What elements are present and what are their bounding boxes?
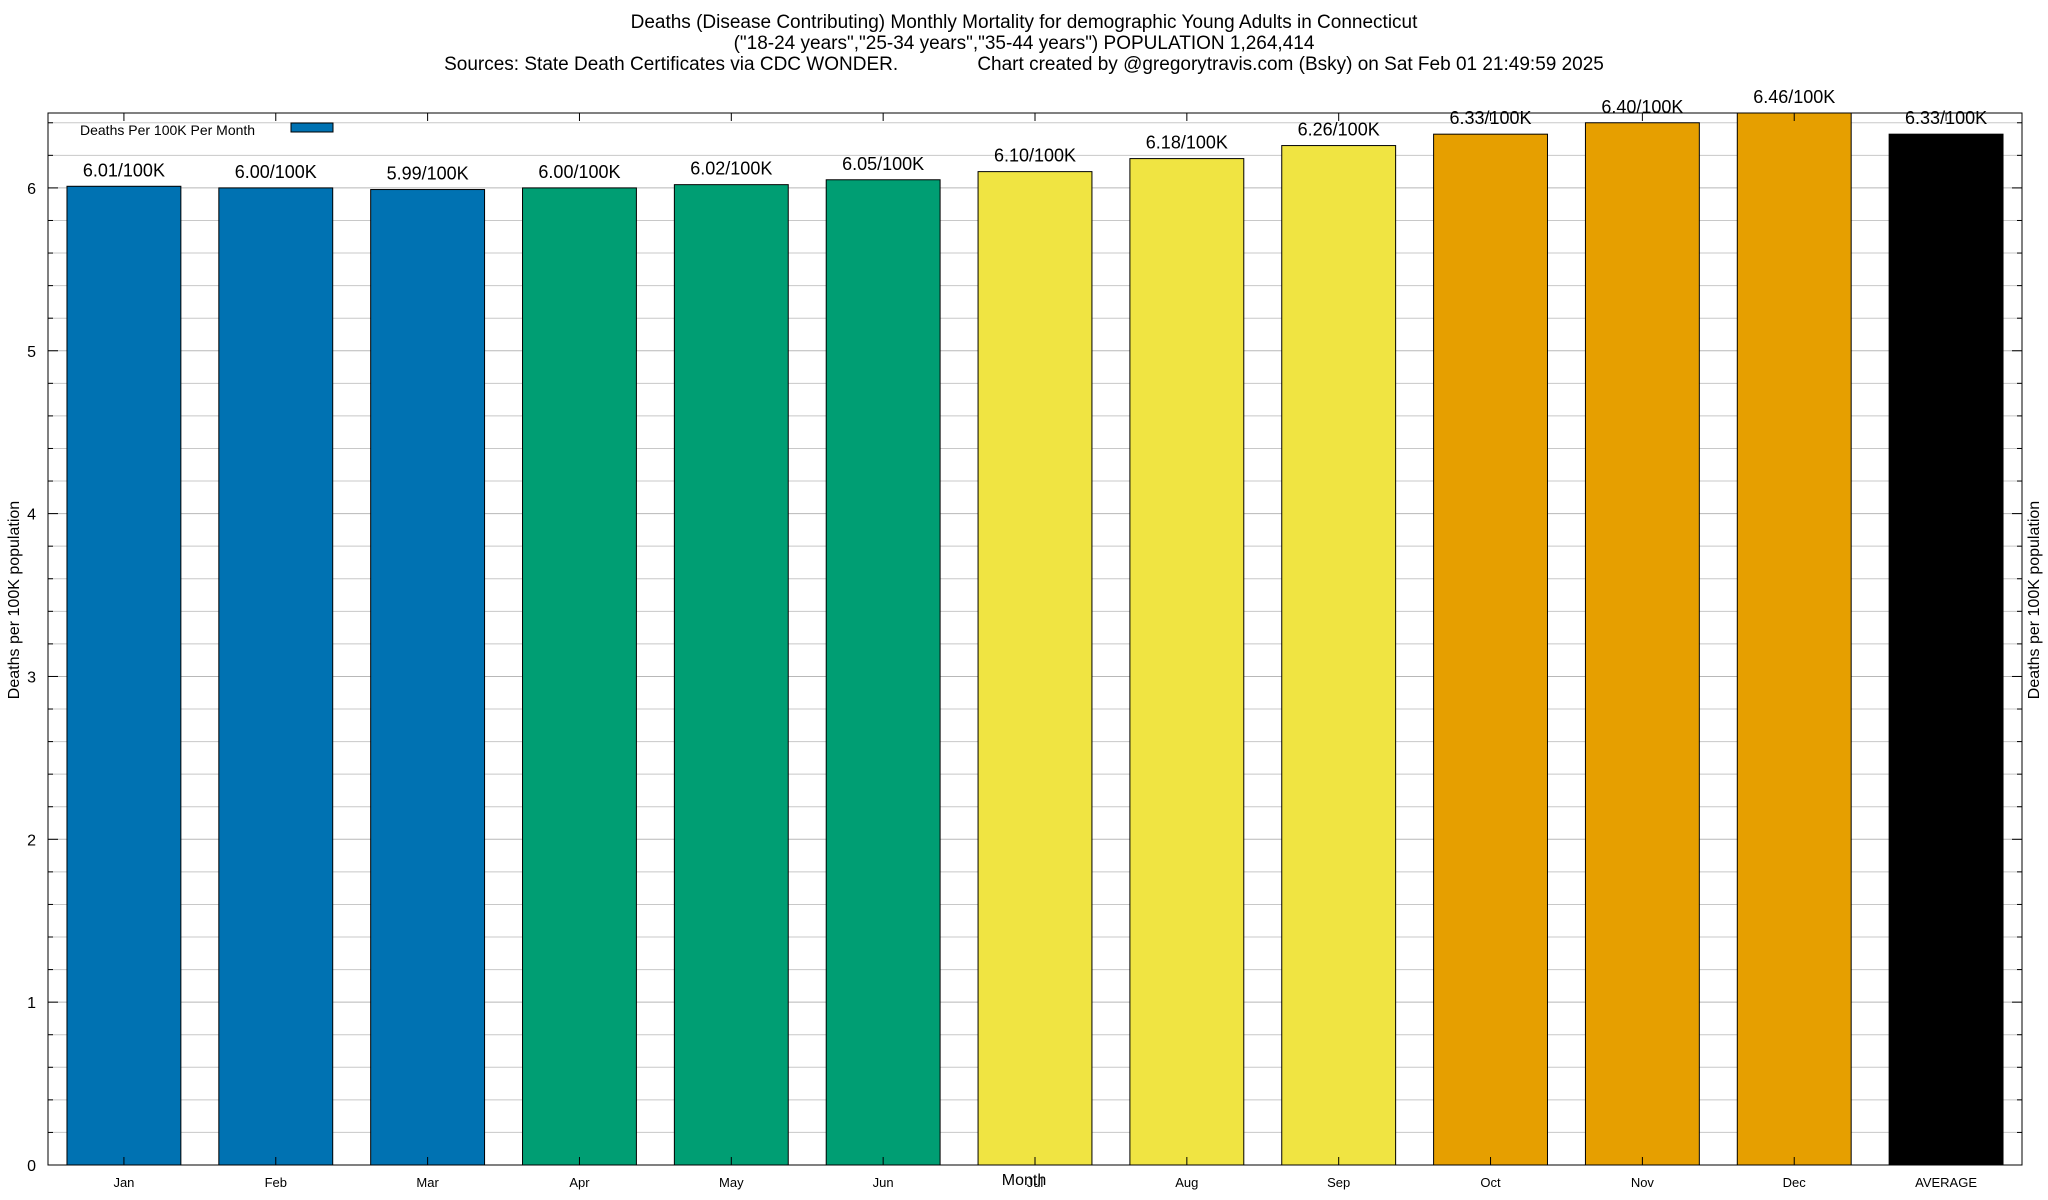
- bar: [1433, 133, 1548, 1166]
- x-tick-label: Dec: [1783, 1175, 1807, 1190]
- chart-title-block: Deaths (Disease Contributing) Monthly Mo…: [0, 12, 2048, 75]
- bar-data-label: 5.99/100K: [387, 164, 469, 184]
- y-tick-label: 6: [27, 181, 36, 198]
- bar-data-label: 6.33/100K: [1449, 108, 1531, 128]
- x-tick-label: Jun: [873, 1175, 894, 1190]
- x-tick-label: May: [719, 1175, 744, 1190]
- y-tick-label: 3: [27, 669, 36, 686]
- x-tick-label: Mar: [416, 1175, 439, 1190]
- bar: [1584, 122, 1700, 1166]
- bar-data-label: 6.18/100K: [1146, 133, 1228, 153]
- bar: [66, 185, 182, 1166]
- bar: [977, 171, 1093, 1166]
- chart-credit: Chart created by @gregorytravis.com (Bsk…: [977, 54, 1604, 75]
- bar-data-label: 6.33/100K: [1905, 108, 1987, 128]
- bar: [825, 179, 941, 1166]
- bar: [673, 184, 789, 1166]
- y-tick-label: 4: [27, 507, 36, 524]
- bar-data-label: 6.00/100K: [235, 162, 317, 182]
- bar: [1129, 158, 1245, 1166]
- y-tick-label: 5: [27, 344, 36, 361]
- legend-label: Deaths Per 100K Per Month: [80, 122, 255, 138]
- bar: [1281, 145, 1397, 1166]
- bar-data-label: 6.01/100K: [83, 160, 165, 180]
- x-axis-label: Month: [1001, 1172, 1047, 1189]
- bar-data-label: 6.05/100K: [842, 154, 924, 174]
- chart-subtitle: ("18-24 years","25-34 years","35-44 year…: [733, 33, 1315, 54]
- bar: [370, 189, 486, 1166]
- chart-source-line: Sources: State Death Certificates via CD…: [0, 54, 2048, 75]
- y-tick-label: 1: [27, 995, 36, 1012]
- y-axis-label-left: Deaths per 100K population: [0, 0, 30, 1200]
- bar: [1736, 112, 1852, 1166]
- y-axis-label-right: Deaths per 100K population: [2026, 500, 2043, 700]
- plot-frame: [47, 112, 2023, 1166]
- y-tick-label: 0: [27, 1158, 36, 1175]
- x-tick-label: Apr: [569, 1175, 590, 1190]
- chart-source: Sources: State Death Certificates via CD…: [444, 54, 899, 75]
- x-tick-label: AVERAGE: [1915, 1175, 1977, 1190]
- bar-data-label: 6.02/100K: [690, 159, 772, 179]
- x-tick-label: Jul: [1027, 1175, 1044, 1190]
- chart-title: Deaths (Disease Contributing) Monthly Mo…: [630, 12, 1418, 33]
- legend: Deaths Per 100K Per Month: [80, 122, 334, 138]
- bar-data-label: 6.26/100K: [1298, 120, 1380, 140]
- bar-data-label: 6.10/100K: [994, 146, 1076, 166]
- y-axis-label-right-wrap: Deaths per 100K population: [2020, 0, 2048, 1200]
- x-tick-label: Feb: [265, 1175, 287, 1190]
- x-tick-label: Jan: [113, 1175, 134, 1190]
- x-tick-label: Oct: [1480, 1175, 1501, 1190]
- bar: [522, 187, 637, 1166]
- bar-data-label: 6.00/100K: [538, 162, 620, 182]
- bar: [1888, 133, 2004, 1166]
- y-tick-label: 2: [27, 832, 36, 849]
- bar-data-label: 6.46/100K: [1753, 87, 1835, 107]
- y-axis-label: Deaths per 100K population: [6, 500, 23, 700]
- legend-swatch: [290, 122, 334, 133]
- x-tick-label: Sep: [1327, 1175, 1350, 1190]
- bar: [218, 187, 334, 1166]
- x-tick-label: Nov: [1631, 1175, 1655, 1190]
- bar-data-label: 6.40/100K: [1601, 97, 1683, 117]
- x-tick-label: Aug: [1175, 1175, 1198, 1190]
